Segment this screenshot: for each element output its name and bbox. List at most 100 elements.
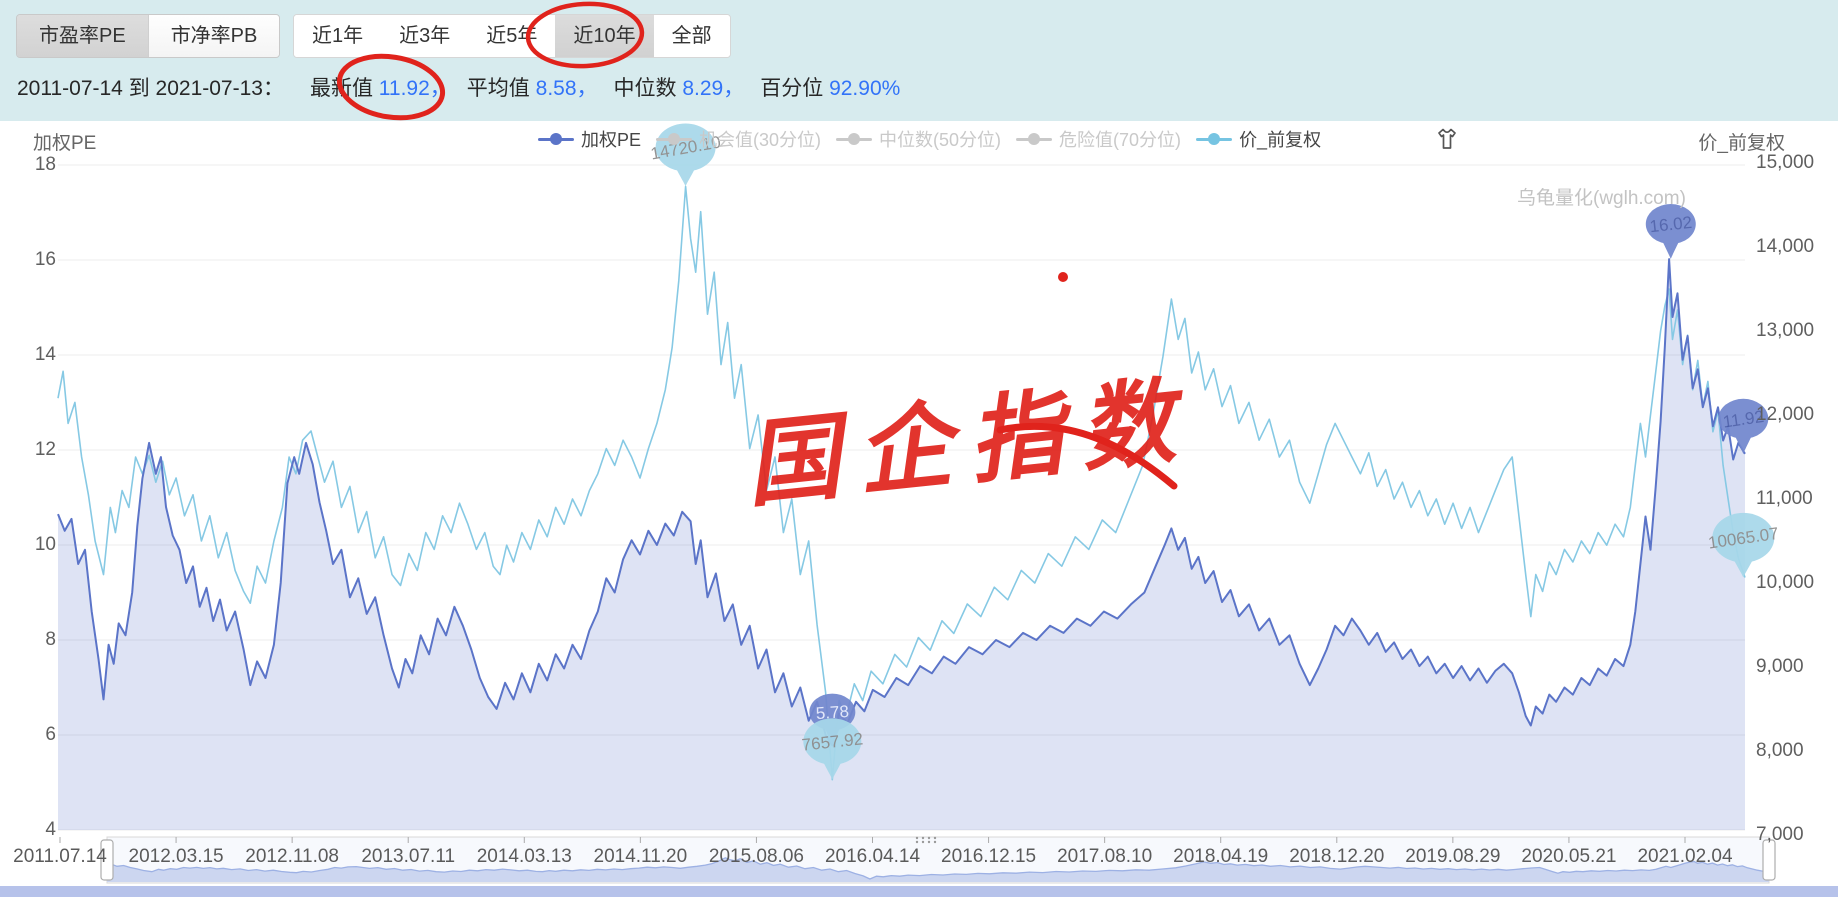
left-tick-16: 16 [34, 249, 56, 270]
legend-item-1[interactable]: 机会值(30分位) [656, 126, 821, 152]
x-tick-9: 2017.08.10 [1057, 846, 1153, 867]
price-line [57, 185, 1746, 781]
datazoom-handle-left[interactable] [100, 839, 114, 881]
left-tick-10: 10 [34, 534, 56, 555]
navigator-line [106, 857, 1770, 880]
tab-range-3[interactable]: 近10年 [555, 15, 654, 57]
stat-value-2: 8.29， [682, 77, 745, 100]
x-tick-13: 2020.05.21 [1521, 846, 1617, 867]
legend-item-0[interactable]: 加权PE [538, 126, 641, 152]
watermark: 乌龟量化(wglh.com) [1517, 188, 1686, 209]
legend-item-3[interactable]: 危险值(70分位) [1016, 126, 1181, 152]
legend-marker-icon [1196, 132, 1233, 146]
right-tick-12000: 12,000 [1756, 404, 1815, 425]
legend-item-4[interactable]: 价_前复权 [1196, 126, 1321, 152]
value-pin: 11.92 [1718, 398, 1769, 454]
right-tick-11000: 11,000 [1756, 488, 1813, 509]
x-tick-0: 2011.07.14 [13, 846, 107, 867]
pin-label: 5.78 [815, 702, 849, 723]
legend-label: 危险值(70分位) [1059, 130, 1182, 150]
legend-dot [1028, 133, 1041, 145]
stat-label-2: 中位数 [613, 77, 683, 100]
grip-dot [927, 836, 931, 840]
tab-range-2[interactable]: 近5年 [468, 15, 556, 57]
value-pin: 16.02 [1645, 204, 1696, 260]
right-tick-15000: 15,000 [1756, 152, 1815, 173]
x-tick-2: 2012.11.08 [245, 846, 339, 867]
grip-dot [933, 836, 937, 840]
left-tick-6: 6 [45, 724, 56, 745]
legend-label: 中位数(50分位) [879, 130, 1002, 150]
legend-item-2[interactable]: 中位数(50分位) [836, 126, 1001, 152]
tab-range-1[interactable]: 近3年 [381, 15, 469, 57]
legend-dot [550, 133, 562, 145]
grip-dot [915, 840, 919, 844]
tab-range-4[interactable]: 全部 [653, 15, 730, 57]
left-tick-4: 4 [45, 819, 56, 840]
legend-label: 机会值(30分位) [699, 130, 822, 150]
top-toolbar: 市盈率PE 市净率PB 近1年 近3年 近5年 近10年 全部 2011-07-14 到 … [0, 0, 1838, 121]
x-tick-11: 2018.12.20 [1289, 846, 1385, 867]
stat-value-3: 92.90% [829, 77, 901, 100]
tab-metric-1[interactable]: 市净率PB [147, 15, 280, 57]
chart-legend: 加权PE 机会值(30分位) 中位数(50分位) 危险值(70分位) 价_前复权 [538, 126, 1321, 152]
stat-value-0: 11.92， [378, 77, 451, 100]
left-tick-8: 8 [45, 629, 56, 650]
datazoom-handle-right[interactable] [1762, 839, 1776, 881]
left-tick-12: 12 [34, 439, 56, 460]
legend-marker-icon [1016, 132, 1053, 146]
right-axis-title: 价_前复权 [1698, 133, 1785, 154]
stat-value-1: 8.58， [535, 77, 598, 100]
legend-dot [1208, 133, 1221, 145]
grip-dot [921, 840, 925, 844]
x-tick-14: 2021.02.04 [1637, 846, 1733, 867]
stat-label-3: 百分位 [760, 77, 830, 100]
right-tick-9000: 9,000 [1756, 656, 1804, 677]
pin-label: 16.02 [1649, 213, 1693, 236]
date-range: 2011-07-14 到 2021-07-13： [17, 77, 284, 100]
grip-dot [933, 840, 937, 844]
legend-dot [848, 133, 861, 145]
right-tick-8000: 8,000 [1756, 740, 1804, 761]
grip-dot [915, 836, 919, 840]
bottom-scrollbar[interactable] [0, 886, 1838, 897]
left-axis-title: 加权PE [33, 133, 97, 154]
legend-label: 价_前复权 [1239, 130, 1322, 150]
left-tick-14: 14 [34, 344, 56, 365]
x-tick-7: 2016.04.14 [824, 846, 921, 867]
value-pin: 7657.92 [801, 718, 864, 780]
legend-marker-icon [538, 132, 574, 146]
x-tick-6: 2015.08.06 [708, 846, 804, 867]
x-tick-5: 2014.11.20 [593, 846, 688, 867]
right-tick-13000: 13,000 [1756, 320, 1815, 341]
legend-marker-icon [836, 132, 873, 146]
left-tick-18: 18 [34, 154, 56, 175]
grip-dot [927, 840, 931, 844]
x-tick-1: 2012.03.15 [128, 846, 224, 867]
legend-marker-icon [656, 132, 693, 146]
grip-dot [921, 836, 925, 840]
metric-tab-group: 市盈率PE 市净率PB [16, 14, 281, 58]
navigator-area [107, 857, 1769, 882]
x-tick-10: 2018.04.19 [1173, 846, 1269, 867]
clothes-icon[interactable] [1434, 127, 1460, 151]
x-tick-4: 2014.03.13 [476, 846, 572, 867]
tab-metric-0[interactable]: 市盈率PE [17, 15, 148, 57]
legend-label: 加权PE [581, 130, 642, 150]
stat-label-0: 最新值 [309, 77, 379, 100]
right-tick-7000: 7,000 [1756, 824, 1804, 845]
range-tab-group: 近1年 近3年 近5年 近10年 全部 [293, 14, 731, 58]
right-tick-10000: 10,000 [1756, 572, 1815, 593]
tab-range-0[interactable]: 近1年 [294, 15, 382, 57]
x-tick-8: 2016.12.15 [941, 846, 1037, 867]
stat-label-1: 平均值 [466, 77, 536, 100]
stats-line: 2011-07-14 到 2021-07-13： 最新值 11.92， 平均值 8.… [17, 72, 916, 102]
value-pin: 10065.07 [1707, 512, 1780, 578]
right-tick-14000: 14,000 [1756, 236, 1815, 257]
chart-panel: 14720.10 5.78 7657.92 16.02 11.92 10065.07 加权… [0, 121, 1838, 897]
x-tick-3: 2013.07.11 [361, 846, 456, 867]
x-tick-12: 2019.08.29 [1405, 846, 1501, 867]
legend-dot [668, 133, 681, 145]
pe-area [58, 259, 1745, 831]
